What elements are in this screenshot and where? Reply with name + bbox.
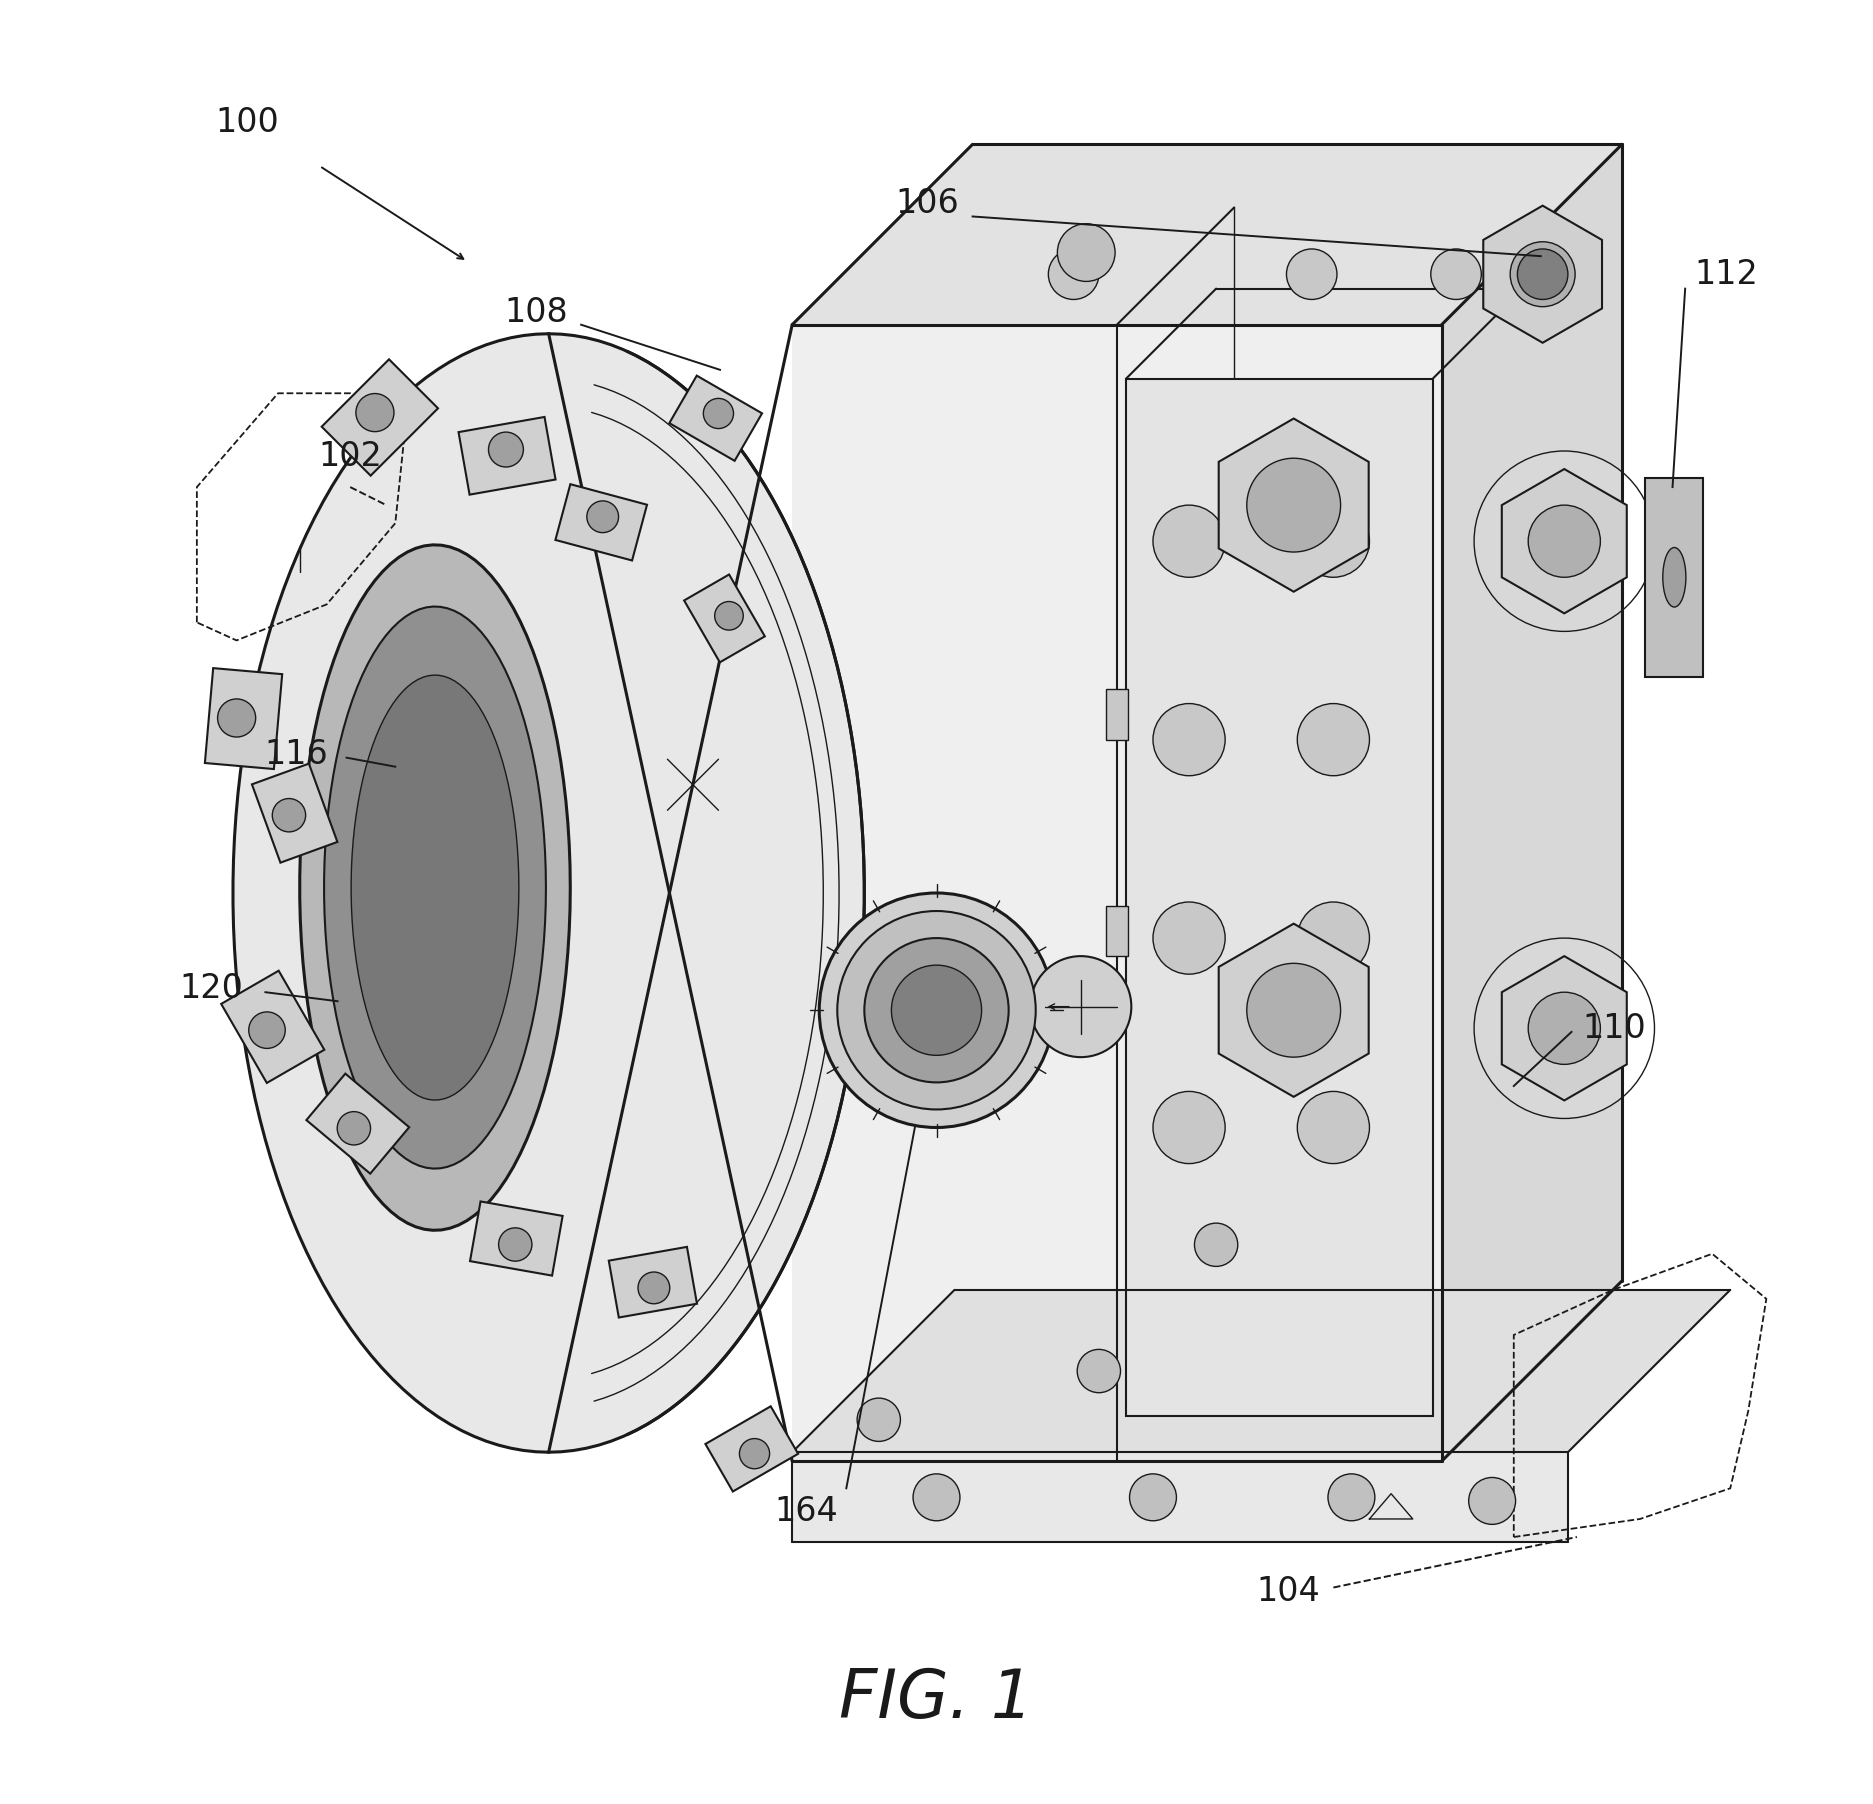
Polygon shape [300,545,569,1230]
Polygon shape [792,325,1442,1461]
Text: 112: 112 [1695,258,1759,290]
Circle shape [704,399,734,429]
Text: 116: 116 [264,738,328,770]
Circle shape [1154,505,1225,577]
Circle shape [1298,902,1369,974]
Circle shape [1049,249,1099,299]
Polygon shape [1126,379,1433,1416]
Circle shape [249,1012,285,1048]
Circle shape [1298,1091,1369,1164]
Circle shape [863,938,1010,1082]
Polygon shape [459,417,556,494]
Circle shape [1077,1349,1120,1393]
Circle shape [1528,992,1600,1064]
Polygon shape [792,144,1622,325]
Ellipse shape [1663,548,1686,606]
Circle shape [1247,963,1341,1057]
Circle shape [489,433,523,467]
Polygon shape [232,334,863,1452]
Circle shape [272,799,305,832]
Circle shape [217,698,257,738]
Circle shape [1154,1091,1225,1164]
Polygon shape [684,574,764,662]
Polygon shape [792,1290,1731,1452]
Circle shape [498,1229,532,1261]
Polygon shape [1107,689,1128,740]
Polygon shape [470,1201,562,1275]
Polygon shape [1502,469,1628,613]
Circle shape [1154,902,1225,974]
Text: 110: 110 [1583,1012,1646,1045]
Circle shape [1129,1474,1176,1521]
Polygon shape [322,359,438,476]
Polygon shape [706,1407,798,1492]
Circle shape [1030,956,1131,1057]
Circle shape [1058,224,1114,281]
Polygon shape [1502,956,1628,1100]
Polygon shape [307,1073,408,1174]
Circle shape [1247,458,1341,552]
Circle shape [819,893,1054,1128]
Text: 120: 120 [180,972,243,1005]
Text: 102: 102 [318,440,382,473]
Circle shape [1528,505,1600,577]
Polygon shape [253,763,337,862]
Polygon shape [1107,906,1128,956]
Polygon shape [556,483,646,561]
Text: FIG. 1: FIG. 1 [839,1667,1034,1732]
Text: 106: 106 [895,188,959,220]
Circle shape [337,1111,371,1146]
Circle shape [892,965,981,1055]
Polygon shape [350,675,519,1100]
Polygon shape [1219,924,1369,1097]
Polygon shape [609,1247,697,1317]
Circle shape [1154,704,1225,776]
Polygon shape [1483,206,1601,343]
Polygon shape [324,606,545,1169]
Text: 164: 164 [775,1496,839,1528]
Circle shape [1468,1477,1515,1524]
Circle shape [715,601,744,630]
Circle shape [837,911,1036,1109]
Polygon shape [1442,144,1622,1461]
Polygon shape [204,667,283,769]
Polygon shape [792,1452,1568,1542]
Polygon shape [1219,419,1369,592]
Circle shape [1328,1474,1375,1521]
Text: 108: 108 [504,296,568,328]
Polygon shape [221,971,324,1082]
Circle shape [912,1474,961,1521]
Polygon shape [1646,478,1703,676]
Circle shape [1287,249,1337,299]
Polygon shape [669,375,762,460]
Circle shape [1517,249,1568,299]
Circle shape [740,1438,770,1468]
Circle shape [1431,249,1482,299]
Text: 100: 100 [215,106,279,139]
Circle shape [356,393,393,431]
Text: 104: 104 [1257,1575,1320,1607]
Circle shape [1510,242,1575,307]
Circle shape [858,1398,901,1441]
Circle shape [1298,704,1369,776]
Circle shape [586,502,618,532]
Circle shape [1195,1223,1238,1266]
Circle shape [1298,505,1369,577]
Circle shape [639,1272,671,1304]
